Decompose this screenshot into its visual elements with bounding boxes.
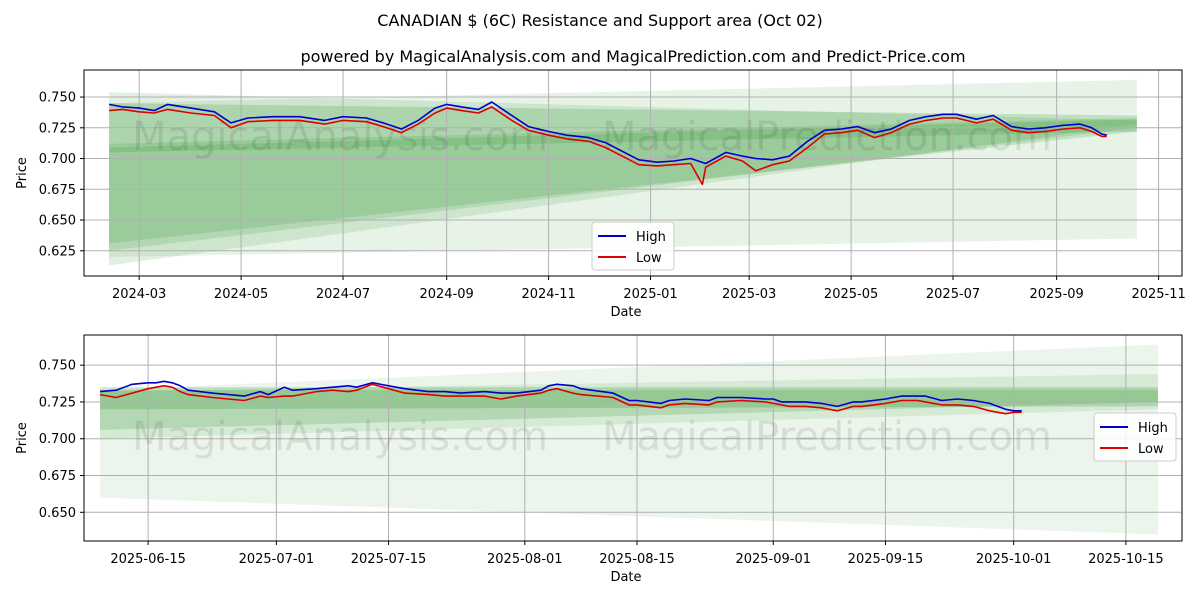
legend-label: High bbox=[636, 230, 666, 245]
x-tick-label: 2025-11 bbox=[1131, 287, 1185, 302]
y-axis-label: Price bbox=[15, 157, 30, 189]
y-tick-label: 0.700 bbox=[39, 432, 76, 447]
y-tick-label: 0.675 bbox=[39, 183, 76, 198]
support-resistance-bands bbox=[100, 344, 1158, 535]
y-tick-label: 0.625 bbox=[39, 244, 76, 259]
legend: High Low bbox=[1093, 412, 1177, 462]
band-area bbox=[109, 79, 1137, 257]
high-series-line bbox=[108, 101, 1107, 165]
chart-title: CANADIAN $ (6C) Resistance and Support a… bbox=[377, 11, 822, 30]
y-axis-label: Price bbox=[15, 422, 30, 454]
plot-frame bbox=[83, 334, 1183, 542]
legend-label: High bbox=[1138, 421, 1168, 436]
x-tick-label: 2025-10-01 bbox=[976, 552, 1052, 567]
bottom-chart: 2025-06-15 2025-07-01 2025-07-15 2025-08-01… bbox=[15, 334, 1183, 585]
x-tick-label: 2024-07 bbox=[316, 287, 370, 302]
series-lines bbox=[108, 101, 1107, 186]
x-tick-label: 2025-01 bbox=[623, 287, 677, 302]
y-tick-label: 0.650 bbox=[39, 506, 76, 521]
watermark-text: MagicalPrediction.com bbox=[602, 414, 1052, 460]
y-tick-label: 0.650 bbox=[39, 214, 76, 229]
x-tick-label: 2025-09 bbox=[1029, 287, 1083, 302]
low-series-line bbox=[109, 106, 1107, 186]
x-tick-label: 2025-10-15 bbox=[1088, 552, 1164, 567]
y-tick-label: 0.700 bbox=[39, 152, 76, 167]
x-tick-label: 2025-05 bbox=[824, 287, 878, 302]
grid: 2024-03 2024-05 2024-07 2024-09 2024-11 2025-… bbox=[39, 70, 1186, 302]
y-tick-label: 0.750 bbox=[39, 359, 76, 374]
band-area bbox=[109, 117, 1137, 251]
x-tick-label: 2024-05 bbox=[214, 287, 268, 302]
band-area bbox=[100, 387, 1158, 410]
top-chart: 2024-03 2024-05 2024-07 2024-09 2024-11 2025-… bbox=[15, 69, 1186, 320]
x-axis-label: Date bbox=[610, 570, 641, 585]
x-tick-label: 2025-07-15 bbox=[351, 552, 427, 567]
y-tick-label: 0.750 bbox=[39, 91, 76, 106]
legend-label: Low bbox=[1138, 442, 1164, 457]
plot-frame bbox=[83, 69, 1183, 277]
watermark: MagicalAnalysis.com MagicalPrediction.com bbox=[132, 114, 1052, 160]
y-tick-label: 0.725 bbox=[39, 121, 76, 136]
y-tick-label: 0.725 bbox=[39, 395, 76, 410]
legend: High Low bbox=[591, 221, 675, 271]
y-tick-label: 0.675 bbox=[39, 469, 76, 484]
x-tick-label: 2025-08-15 bbox=[599, 552, 675, 567]
low-series-line bbox=[99, 383, 1022, 415]
x-tick-label: 2024-11 bbox=[521, 287, 575, 302]
legend-label: Low bbox=[636, 251, 662, 266]
watermark: MagicalAnalysis.com MagicalPrediction.com bbox=[132, 414, 1052, 460]
x-axis-label: Date bbox=[610, 305, 641, 320]
x-tick-label: 2025-09-01 bbox=[735, 552, 811, 567]
watermark-text: MagicalPrediction.com bbox=[602, 114, 1052, 160]
x-tick-label: 2024-03 bbox=[112, 287, 166, 302]
watermark-text: MagicalAnalysis.com bbox=[132, 414, 548, 460]
x-tick-label: 2025-07 bbox=[926, 287, 980, 302]
x-tick-label: 2025-08-01 bbox=[487, 552, 563, 567]
band-area bbox=[100, 344, 1158, 535]
band-area bbox=[100, 390, 1158, 430]
x-tick-label: 2025-06-15 bbox=[110, 552, 186, 567]
high-series-line bbox=[99, 380, 1022, 412]
x-tick-label: 2025-07-01 bbox=[239, 552, 315, 567]
chart-subtitle: powered by MagicalAnalysis.com and Magic… bbox=[300, 47, 965, 66]
x-tick-label: 2024-09 bbox=[419, 287, 473, 302]
x-tick-label: 2025-09-15 bbox=[848, 552, 924, 567]
x-tick-label: 2025-03 bbox=[722, 287, 776, 302]
band-area bbox=[100, 373, 1158, 439]
series-lines bbox=[99, 380, 1022, 415]
band-area bbox=[109, 119, 1137, 244]
